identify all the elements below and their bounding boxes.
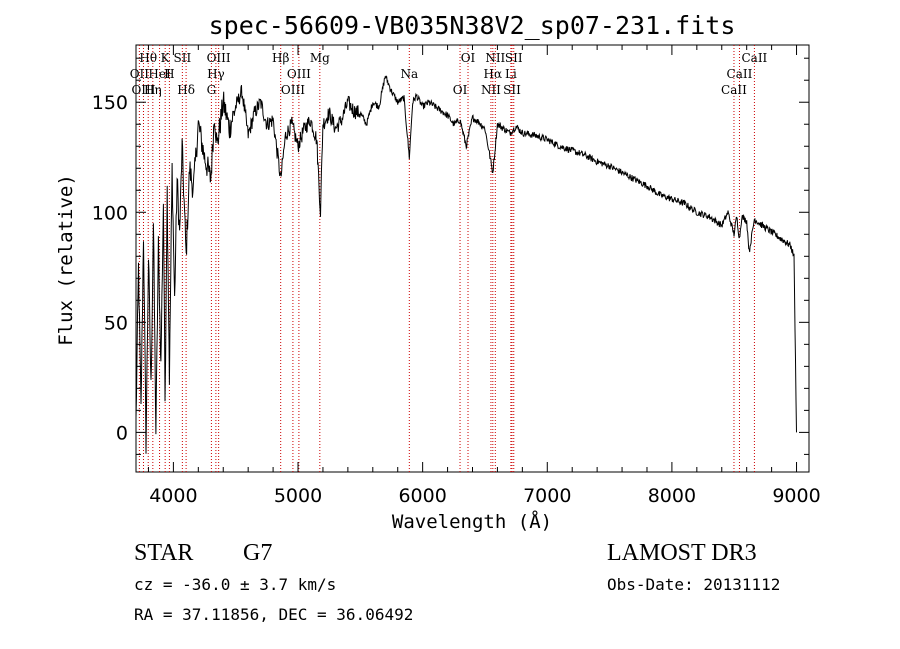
line-label: OI: [453, 83, 468, 97]
line-label: OIII: [207, 51, 231, 65]
line-label: H: [164, 67, 174, 81]
y-axis-label: Flux (relative): [55, 174, 77, 346]
line-label: Hη: [144, 83, 162, 97]
line-label: OII: [130, 67, 150, 81]
x-axis-ticks: 4000 5000 6000 7000 8000 9000: [147, 45, 821, 507]
x-axis-label: Wavelength (Å): [392, 510, 552, 533]
line-label: HeI: [148, 67, 171, 81]
plot-frame: [135, 44, 810, 473]
x-tick-label: 7000: [523, 485, 571, 507]
line-label: G: [207, 83, 217, 97]
object-subclass: G7: [243, 540, 272, 566]
y-tick-label: 150: [92, 92, 128, 114]
line-label: SII: [503, 83, 521, 97]
line-label: SII: [174, 51, 192, 65]
line-label: Hγ: [207, 67, 225, 81]
x-tick-label: 6000: [398, 485, 446, 507]
observation-date: Obs-Date: 20131112: [607, 575, 780, 594]
line-label: Hα: [484, 67, 503, 81]
line-label: Hβ: [272, 51, 289, 65]
object-class: STAR: [134, 540, 193, 566]
spectral-line-markers: [138, 45, 755, 472]
x-tick-label: 9000: [772, 485, 820, 507]
y-tick-label: 0: [116, 422, 128, 444]
line-label: NII: [485, 51, 505, 65]
redshift-velocity: cz = -36.0 ± 3.7 km/s: [134, 575, 336, 594]
line-label: CaII: [741, 51, 767, 65]
line-label: Mg: [310, 51, 330, 65]
survey-name: LAMOST DR3: [607, 540, 757, 566]
spectral-line-labels: HθOIIOIIIKHeIHηSIIHHδOIIIHγGHβOIIIOIIIMg…: [130, 51, 768, 97]
x-tick-label: 8000: [648, 485, 696, 507]
spectrum-line: [135, 75, 797, 454]
line-label: Na: [400, 67, 418, 81]
line-label: Hθ: [139, 51, 157, 65]
y-tick-label: 50: [104, 312, 128, 334]
x-tick-label: 5000: [274, 485, 322, 507]
line-label: Li: [505, 67, 517, 81]
line-label: OIII: [281, 83, 305, 97]
line-label: CaII: [727, 67, 753, 81]
line-label: OI: [461, 51, 476, 65]
y-axis-ticks: 0 50 100 150: [92, 57, 809, 455]
line-label: OIII: [287, 67, 311, 81]
line-label: K: [161, 51, 171, 65]
sky-coordinates: RA = 37.11856, DEC = 36.06492: [134, 605, 413, 624]
line-label: SII: [505, 51, 523, 65]
y-tick-label: 100: [92, 202, 128, 224]
line-label: NII: [481, 83, 501, 97]
chart-title: spec-56609-VB035N38V2_sp07-231.fits: [209, 11, 736, 40]
line-label: CaII: [721, 83, 747, 97]
x-tick-label: 4000: [149, 485, 197, 507]
line-label: OIII: [131, 83, 155, 97]
line-label: Hδ: [177, 83, 195, 97]
